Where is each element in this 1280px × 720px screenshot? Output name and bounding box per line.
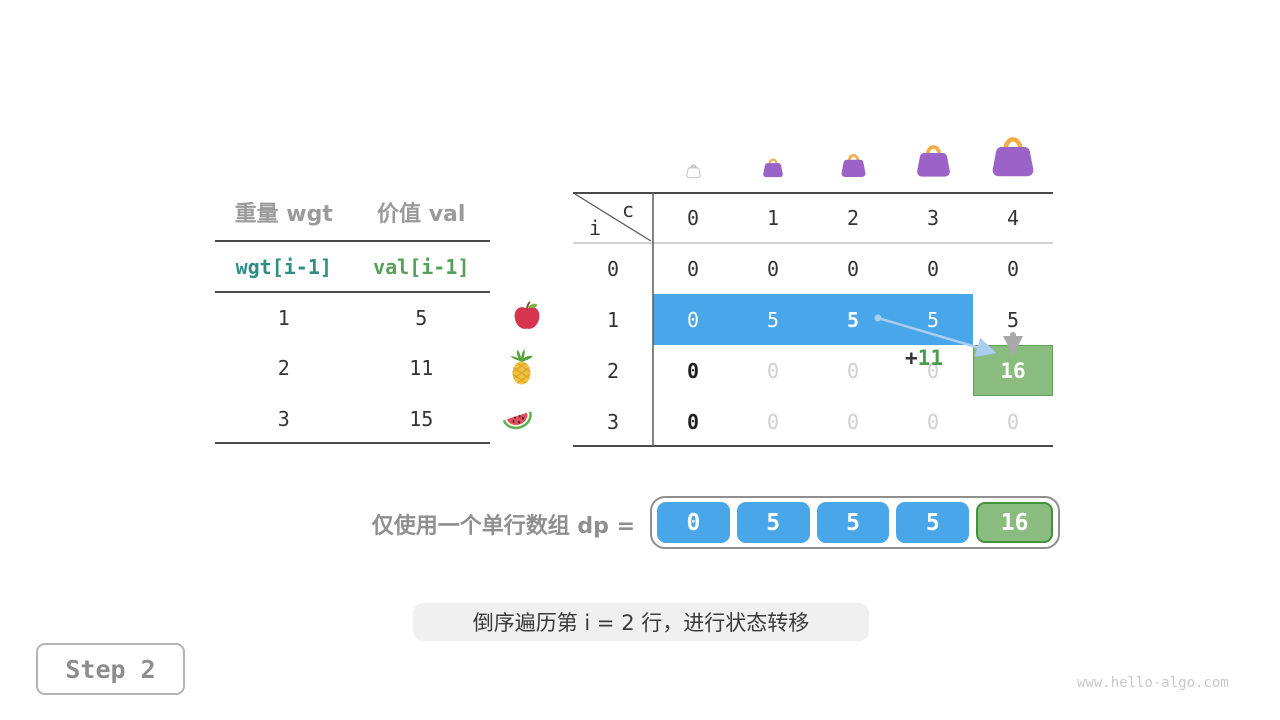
bag-outline-icon [686,164,701,178]
item-table-header: 重量 wgt 价值 val [215,196,490,228]
value-column-header: 价值 val [377,202,466,227]
dp-cell-r0-c0: 0 [686,256,700,281]
dp-cell-r0-c3: 0 [926,256,940,281]
item-table-cell: 1 [277,306,290,330]
dp-array-label: 仅使用一个单行数组 dp = [371,514,635,539]
corner-label-i: i [588,216,602,240]
bag-xlarge-icon [992,137,1034,177]
bag-small-icon [763,158,783,178]
transition-annotation: +11 [905,346,943,370]
col-header-4: 4 [1006,205,1020,230]
bag-large-icon [917,145,950,177]
dp-cell-r3-c0: 0 [686,409,700,434]
dp-array-cell: 5 [816,502,890,543]
apple-icon [514,301,540,329]
item-table-cell: 11 [409,356,434,380]
dp-array-cell: 0 [657,502,730,543]
dp-cell-r2-c1: 0 [766,358,780,383]
dp-cell-r3-c1: 0 [766,409,780,434]
dp-array-cell: 5 [896,502,970,543]
row-header-3: 3 [606,409,620,434]
col-header-2: 2 [846,205,860,230]
dp-cell-r3-c4: 0 [1006,409,1020,434]
dp-cell-r1-c0: 0 [686,307,700,332]
dp-array-cell: 5 [736,502,810,543]
dp-cell-r1-c1: 5 [766,307,780,332]
row-1-highlight-band [653,294,973,345]
bag-medium-icon [841,154,866,177]
item-table-divider-top [215,240,490,242]
corner-label-c: c [621,198,635,222]
annotation-value: 11 [917,346,943,370]
caption-box: 倒序遍历第 i = 2 行，进行状态转移 [413,603,869,641]
item-table: 重量 wgt 价值 val wgt[i-1] val[i-1] 1 5 2 11 3 15 [215,196,490,446]
item-table-divider-bottom [215,442,490,444]
dp-array-cells: 0 5 5 5 16 [657,502,1053,543]
col-header-3: 3 [926,205,940,230]
watermelon-icon [502,411,532,430]
dp-cell-r2-c4: 16 [1000,358,1026,383]
dp-array-cell: 16 [976,502,1053,543]
dp-table: c i 0 1 2 3 4 0 1 2 3 0 0 0 0 0 0 5 5 5 5 0 0 0 0 16 0 0 0 0 0 +11 [573,192,1053,447]
item-table-cell: 3 [277,407,290,431]
item-table-row: 2 11 [215,356,490,380]
item-table-row: 3 15 [215,407,490,431]
col-header-1: 1 [766,205,780,230]
dp-cell-r1-c3: 5 [926,307,940,332]
wgt-formula: wgt[i-1] [235,255,332,279]
dp-cell-r0-c2: 0 [846,256,860,281]
item-table-cell: 15 [409,407,434,431]
watermark-url: www.hello-algo.com [1077,675,1229,691]
dp-cell-r2-c2: 0 [846,358,860,383]
step-badge: Step 2 [36,643,185,695]
dp-cell-r3-c3: 0 [926,409,940,434]
item-table-divider-mid [215,291,490,293]
item-table-formula-row: wgt[i-1] val[i-1] [215,255,490,279]
dp-cell-r1-c4: 5 [1006,307,1020,332]
row-header-0: 0 [606,256,620,281]
pineapple-icon [510,349,533,385]
item-table-cell: 2 [277,356,290,380]
dp-cell-r1-c2: 5 [846,307,860,332]
weight-column-header: 重量 wgt [234,202,333,227]
row-header-2: 2 [606,358,620,383]
dp-cell-r0-c4: 0 [1006,256,1020,281]
item-table-cell: 5 [415,306,428,330]
dp-cell-r2-c3: 0 [926,358,940,383]
col-header-0: 0 [686,205,700,230]
dp-array-container: 0 5 5 5 16 [650,496,1060,549]
row-header-1: 1 [606,307,620,332]
dp-cell-r2-c0: 0 [686,358,700,383]
val-formula: val[i-1] [373,255,470,279]
dp-cell-r3-c2: 0 [846,409,860,434]
annotation-plus: + [905,346,918,370]
dp-cell-r0-c1: 0 [766,256,780,281]
